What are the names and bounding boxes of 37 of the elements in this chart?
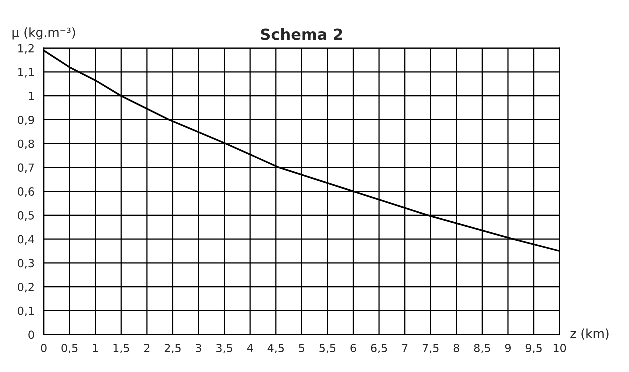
- y-tick-label: 1,2: [18, 44, 34, 54]
- y-tick-label: 0,6: [18, 188, 34, 198]
- x-tick-label: 4: [247, 344, 254, 352]
- x-tick-label: 9: [505, 344, 511, 352]
- y-axis-title: μ (kg.m⁻³): [12, 28, 76, 40]
- x-tick-label: 4,5: [268, 344, 284, 354]
- x-tick-label: 3: [196, 344, 202, 352]
- x-tick-label: 10: [554, 344, 566, 352]
- x-tick-label: 8: [454, 344, 460, 352]
- x-tick-label: 1: [93, 344, 98, 352]
- x-tick-label: 6,5: [371, 344, 388, 354]
- y-tick-label: 1: [29, 92, 34, 100]
- x-tick-label: 9,5: [526, 344, 542, 354]
- x-tick-label: 7: [402, 344, 408, 352]
- x-tick-label: 0,5: [62, 344, 78, 354]
- y-tick-label: 0,2: [18, 283, 34, 293]
- chart-title: Schema 2: [261, 28, 342, 40]
- x-tick-label: 5,5: [320, 344, 336, 354]
- x-tick-label: 8,5: [474, 344, 490, 354]
- y-tick-label: 1,1: [18, 68, 34, 78]
- x-tick-label: 3,5: [216, 344, 232, 354]
- y-tick-label: 0,9: [18, 116, 34, 126]
- y-tick-label: 0,1: [18, 306, 34, 316]
- x-tick-label: 2: [144, 344, 150, 352]
- x-tick-label: 2,5: [164, 344, 181, 354]
- y-tick-label: 0,7: [18, 164, 34, 174]
- x-axis-title: z (km): [570, 328, 609, 340]
- x-tick-label: 1,5: [114, 344, 130, 354]
- x-tick-label: 7,5: [422, 344, 439, 354]
- x-tick-label: 5: [299, 344, 304, 352]
- y-tick-label: 0,5: [18, 211, 34, 221]
- y-tick-label: 0,8: [18, 140, 34, 150]
- y-tick-label: 0: [28, 330, 34, 340]
- x-tick-label: 6: [350, 344, 356, 352]
- x-tick-label: 0: [41, 344, 47, 352]
- y-tick-label: 0,3: [18, 259, 34, 269]
- y-tick-label: 0,4: [18, 235, 34, 245]
